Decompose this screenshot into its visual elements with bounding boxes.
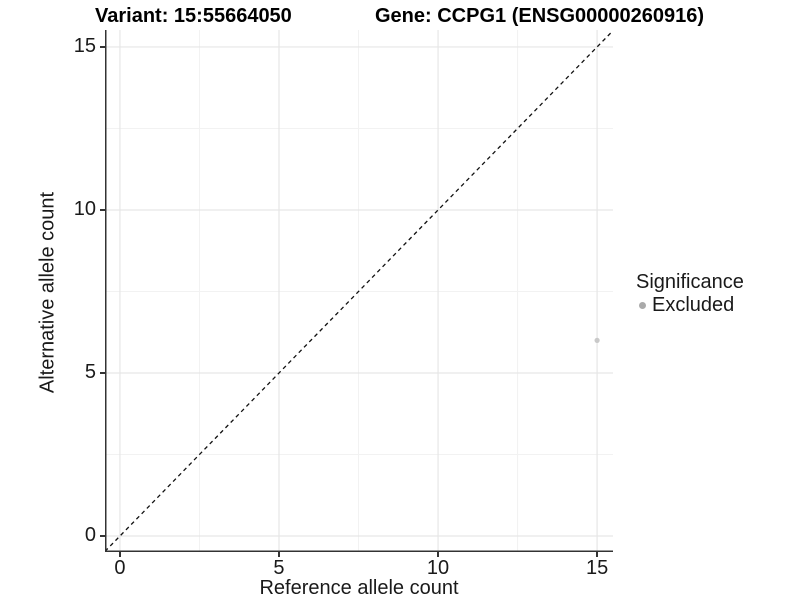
plot-title-variant: Variant: 15:55664050 [95,5,292,27]
x-axis-title: Reference allele count [259,577,459,599]
x-tick-label: 10 [426,557,450,579]
x-tick-mark [278,552,280,557]
legend: Significance Excluded [636,271,744,317]
x-tick-mark [119,552,121,557]
x-tick-label: 0 [114,557,126,579]
y-tick-label: 5 [84,361,96,383]
y-tick-label: 15 [73,34,96,57]
plot-panel [105,30,613,552]
x-tick-label: 15 [585,557,609,579]
data-point [594,337,600,343]
y-tick-label: 10 [73,197,96,220]
scatter-plot-svg [105,30,613,552]
y-tick-label: 0 [84,524,96,547]
y-tick-mark [100,535,105,537]
x-tick-mark [596,552,598,557]
legend-item-label: Excluded [652,294,735,316]
legend-circle-marker-icon [639,302,646,309]
legend-title: Significance [636,271,744,293]
y-tick-mark [100,209,105,211]
y-tick-mark [100,372,105,374]
y-tick-mark [100,46,105,48]
identity-reference-line [105,30,613,552]
y-axis-title: Alternative allele count [36,191,59,394]
x-tick-label: 5 [273,557,285,579]
plot-title-gene: Gene: CCPG1 (ENSG00000260916) [375,5,705,27]
legend-item-excluded: Excluded [636,294,744,317]
x-tick-mark [437,552,439,557]
